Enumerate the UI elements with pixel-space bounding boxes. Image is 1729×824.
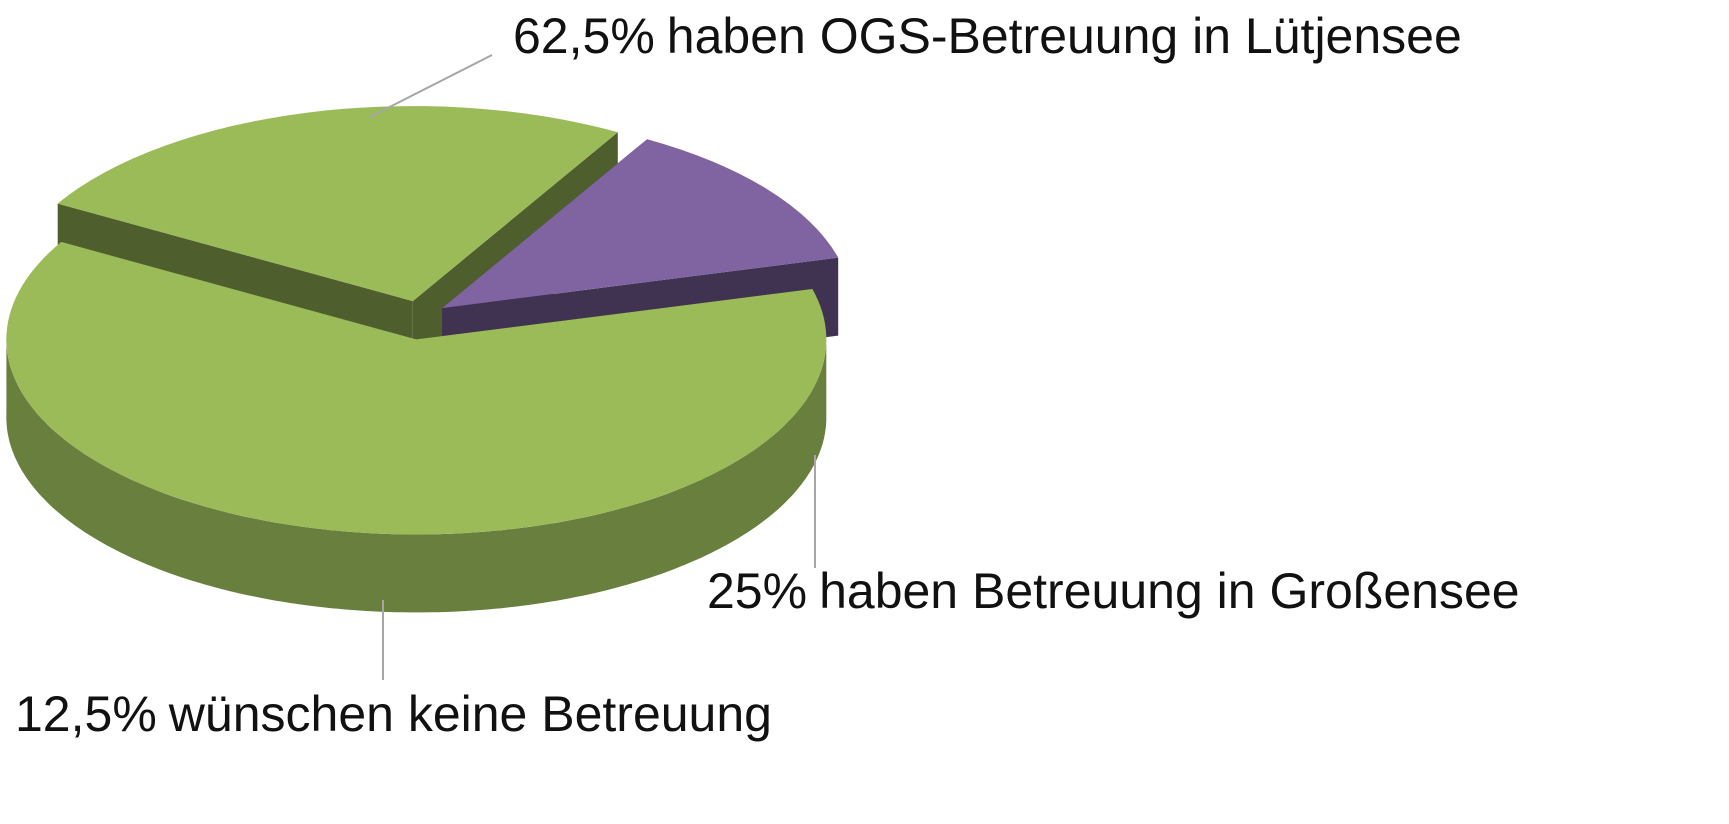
category-label: haben OGS-Betreuung in Lütjensee <box>667 8 1462 64</box>
category-label: wünschen keine Betreuung <box>168 686 772 742</box>
slice-label: 12,5% wünschen keine Betreuung <box>15 686 772 742</box>
slice <box>6 241 827 535</box>
slice-side <box>6 336 827 613</box>
value-label: 25% <box>707 563 807 619</box>
leader-line <box>369 54 493 118</box>
slice-label: 25% haben Betreuung in Großensee <box>707 563 1520 619</box>
slice-label: 62,5% haben OGS-Betreuung in Lütjensee <box>513 8 1462 64</box>
slice <box>57 106 618 302</box>
pie <box>6 106 839 613</box>
slice <box>442 139 839 309</box>
value-label: 12,5% <box>15 686 157 742</box>
value-label: 62,5% <box>513 8 655 64</box>
category-label: haben Betreuung in Großensee <box>819 563 1520 619</box>
